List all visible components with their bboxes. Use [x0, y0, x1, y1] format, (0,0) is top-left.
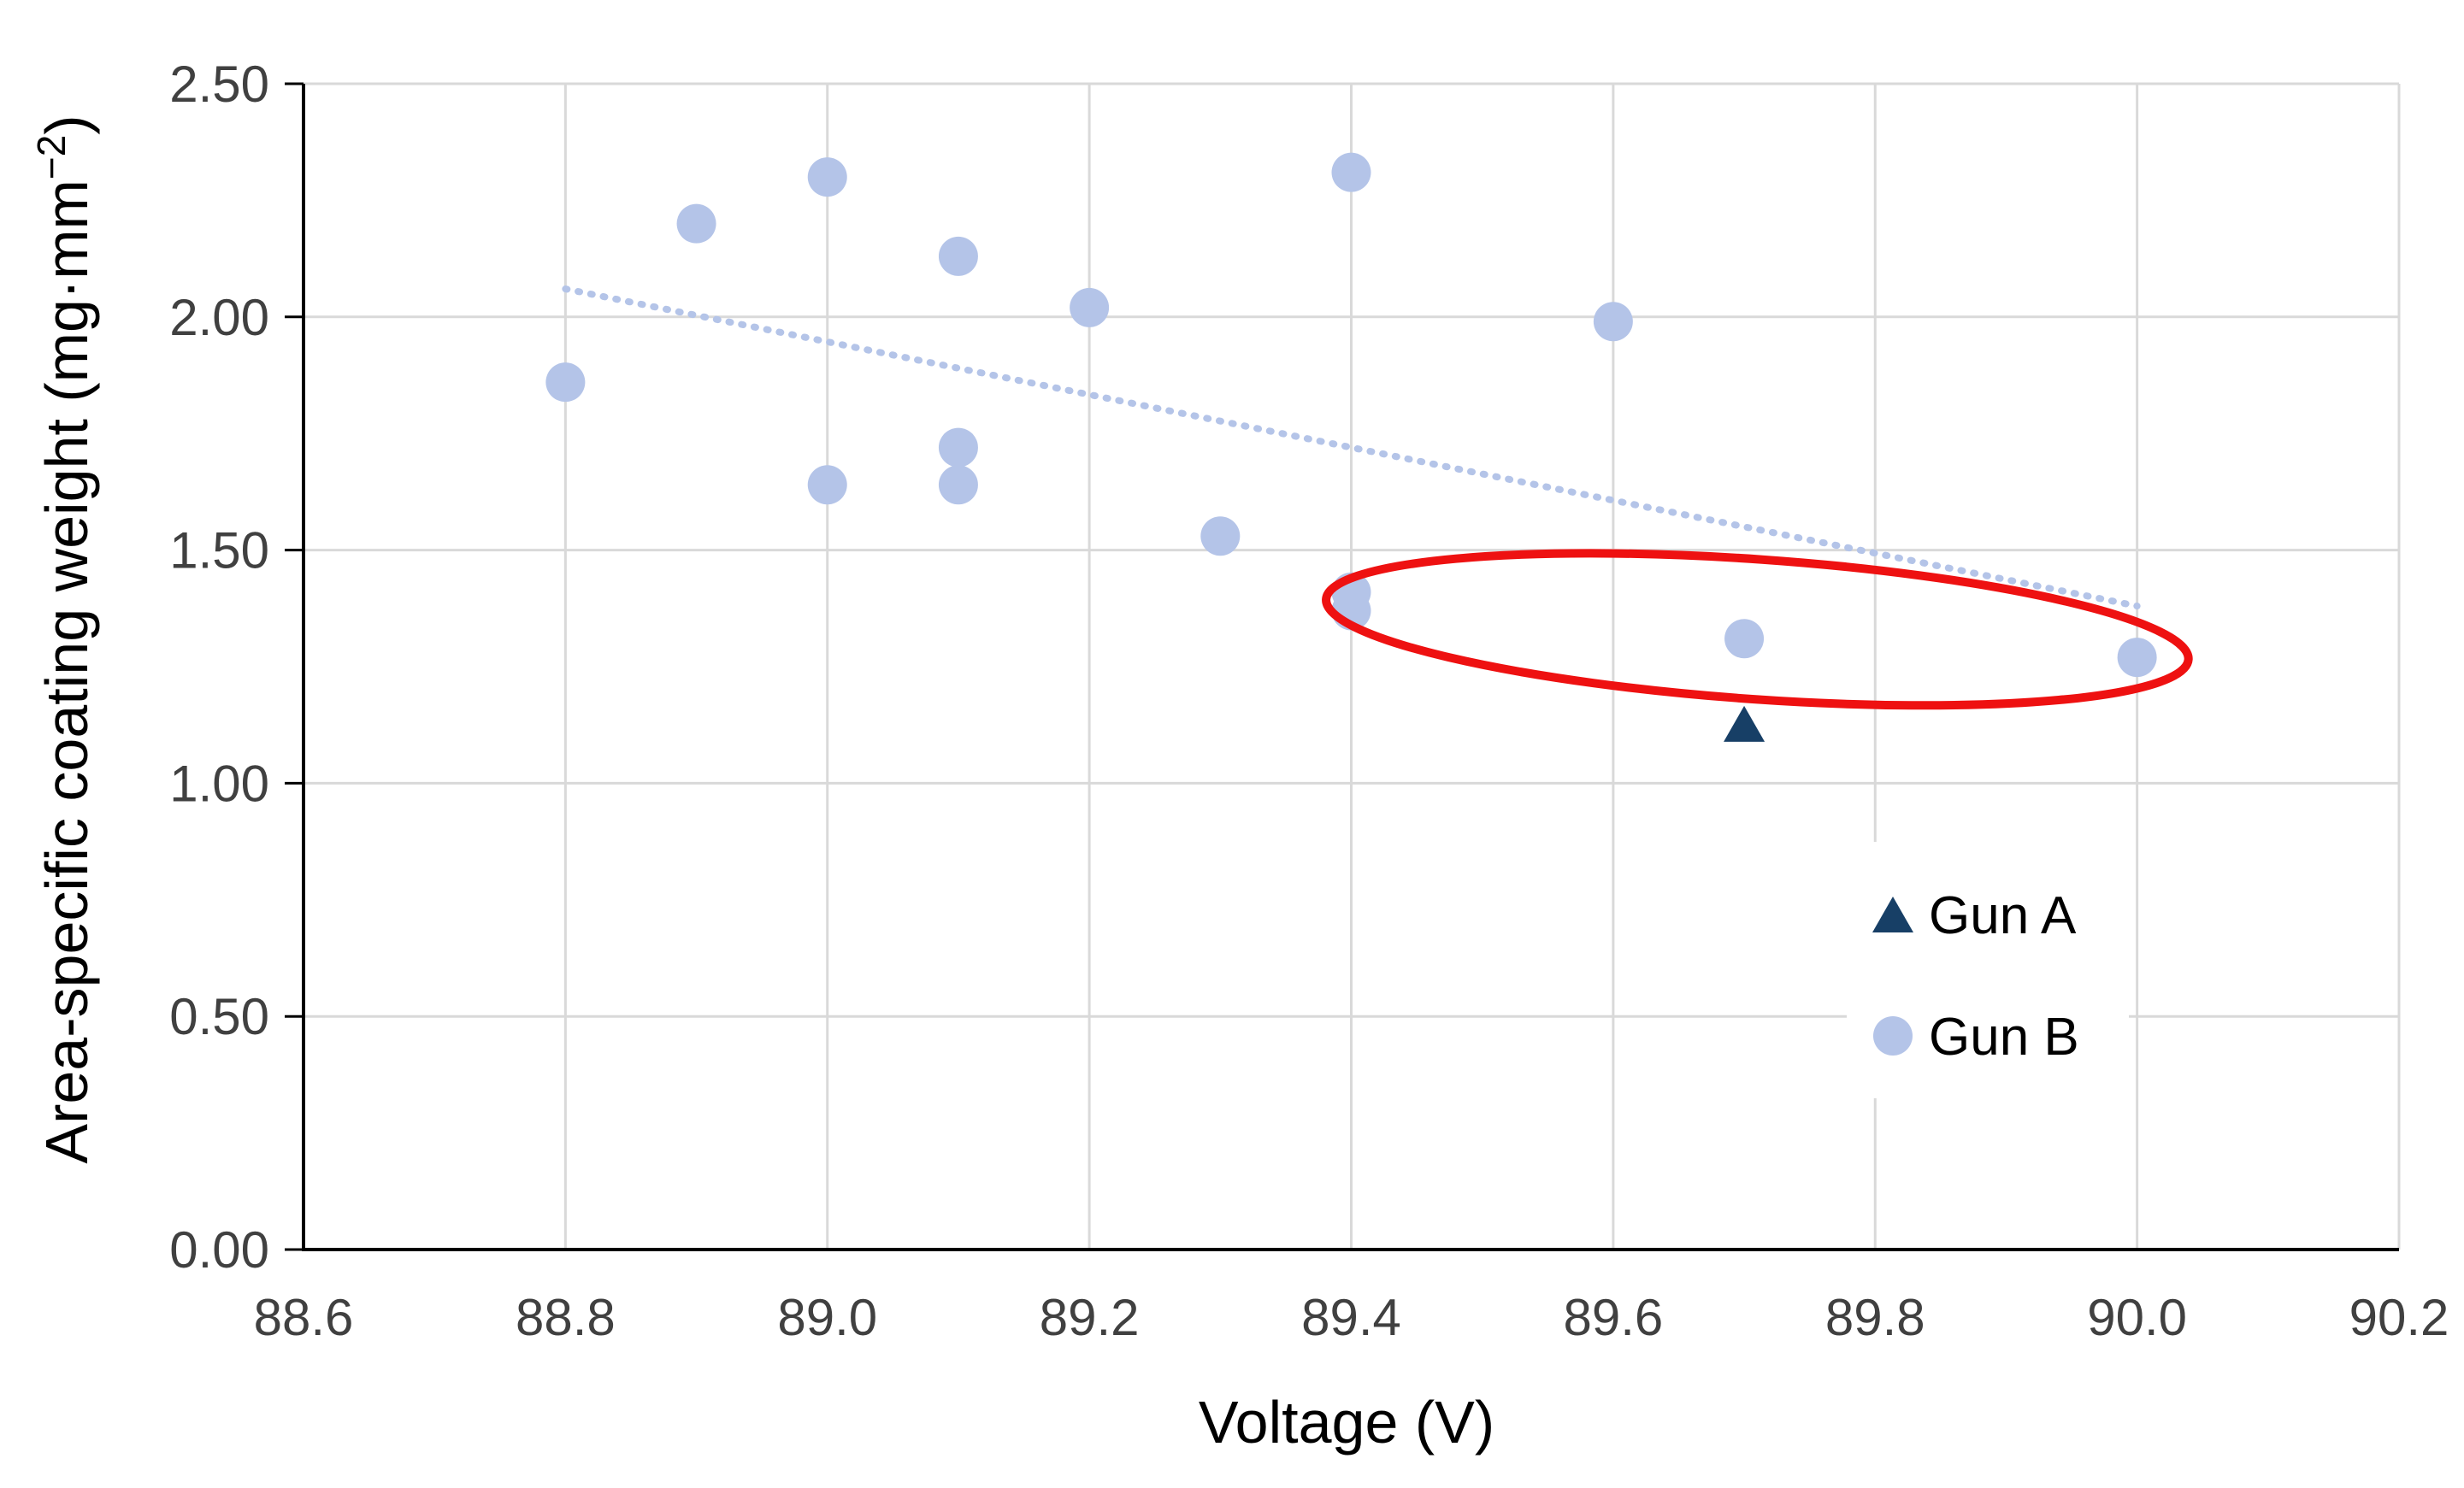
legend-label: Gun A: [1929, 886, 2077, 945]
gridlines: [304, 82, 2399, 1250]
x-tick-labels: 88.6 88.8 89.0 89.2 89.4 89.6 89.8 90.0 90.2: [254, 1289, 2449, 1346]
gun-b-point: [938, 427, 978, 468]
trendline: [562, 285, 2141, 610]
x-tick-label: 89.2: [1040, 1289, 1140, 1346]
y-tick-label: 1.00: [169, 755, 269, 812]
y-tick-label: 0.50: [169, 988, 269, 1045]
y-tick-labels: 0.00 0.50 1.00 1.50 2.00 2.50: [169, 56, 269, 1279]
legend: Gun A Gun B: [1847, 842, 2129, 1098]
x-tick-label: 90.0: [2087, 1289, 2187, 1346]
legend-marker-gun-a: [1872, 897, 1913, 932]
data-points: [545, 152, 2157, 742]
x-tick-label: 89.6: [1563, 1289, 1663, 1346]
gun-b-point: [545, 362, 586, 403]
y-axis-title-close: ): [33, 115, 100, 134]
gun-b-point: [938, 465, 978, 505]
x-axis-title: Voltage (V): [1199, 1389, 1494, 1456]
x-tick-label: 90.2: [2349, 1289, 2449, 1346]
y-tick-label: 0.00: [169, 1221, 269, 1279]
legend-label: Gun B: [1929, 1008, 2079, 1067]
gun-b-point: [1593, 302, 1633, 342]
gun-b-point: [1331, 152, 1371, 192]
x-tick-label: 89.8: [1825, 1289, 1925, 1346]
gun-a-point: [1724, 705, 1765, 742]
gun-b-point: [676, 203, 716, 244]
gun-b-point: [1724, 619, 1765, 659]
x-tick-label: 89.4: [1301, 1289, 1401, 1346]
y-axis-title: Area-specific coating weight (mg·mm−2): [29, 115, 100, 1163]
axes: [285, 82, 2401, 1251]
y-tick-label: 2.00: [169, 289, 269, 346]
trendline-layer: [562, 285, 2141, 610]
x-tick-label: 88.6: [254, 1289, 354, 1346]
y-tick-label: 2.50: [169, 56, 269, 113]
y-axis-title-main: Area-specific coating weight (mg·mm: [33, 179, 100, 1163]
y-axis-title-superscript: −2: [29, 135, 74, 179]
legend-background: [1847, 842, 2129, 1098]
highlight-ellipse: [1322, 549, 2193, 710]
gun-b-point: [807, 157, 847, 197]
y-tick-label: 1.50: [169, 522, 269, 579]
highlight-layer: [1322, 549, 2193, 710]
gun-b-point: [938, 236, 978, 276]
x-tick-label: 88.8: [516, 1289, 616, 1346]
x-tick-label: 89.0: [777, 1289, 877, 1346]
gun-b-point: [1070, 287, 1110, 327]
legend-marker-gun-b: [1873, 1016, 1913, 1056]
gun-b-point: [807, 465, 847, 505]
gun-b-point: [1200, 516, 1241, 556]
gun-b-point: [2117, 638, 2157, 678]
